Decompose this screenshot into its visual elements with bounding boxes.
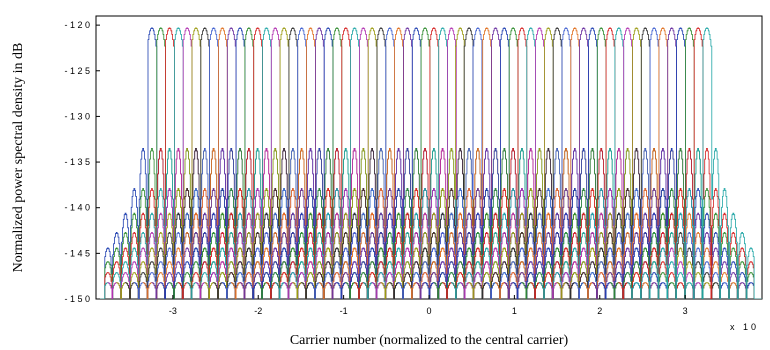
x-axis-ticks: -3 -2 -1 0 1 2 3 [169,295,688,316]
carrier-psd-line [530,27,690,299]
carrier-psd-line [565,27,725,299]
carrier-psd-line [539,27,699,299]
x-tick-label: 3 [683,306,688,316]
plot-area [95,15,763,300]
y-tick-label: - 1 4 5 [64,248,90,258]
x-axis-exponent: x 10 [730,322,759,332]
carrier-psd-line [627,27,762,299]
carrier-psd-line [547,27,707,299]
y-tick-label: - 1 5 0 [64,294,90,304]
x-tick-label: -3 [169,306,177,316]
x-axis-title: Carrier number (normalized to the centra… [290,333,569,348]
y-axis-ticks: - 1 5 0 - 1 4 5 - 1 4 0 - 1 3 5 - 1 3 0 - 1 2… [64,20,100,304]
carrier-psd-line [600,27,760,299]
x-tick-label: -2 [254,306,262,316]
carrier-psd-line [556,27,716,299]
carrier-psd-line [96,27,240,299]
series-group [96,27,762,299]
x-tick-label: 0 [426,306,431,316]
y-tick-label: - 1 3 5 [64,157,90,167]
y-tick-label: - 1 2 5 [64,66,90,76]
x-tick-label: 2 [597,306,602,316]
carrier-psd-line [618,27,762,299]
x-tick-label: 1 [512,306,517,316]
y-tick-label: - 1 3 0 [64,111,90,121]
x-tick-label: -1 [340,306,348,316]
y-axis-title: Normalized power spectral density in dB [11,43,26,273]
y-tick-label: - 1 2 0 [64,20,90,30]
carrier-psd-line [592,27,751,299]
carrier-psd-line [609,27,762,299]
carrier-psd-line [583,27,743,299]
carrier-psd-line [574,27,734,299]
y-tick-label: - 1 4 0 [64,203,90,213]
